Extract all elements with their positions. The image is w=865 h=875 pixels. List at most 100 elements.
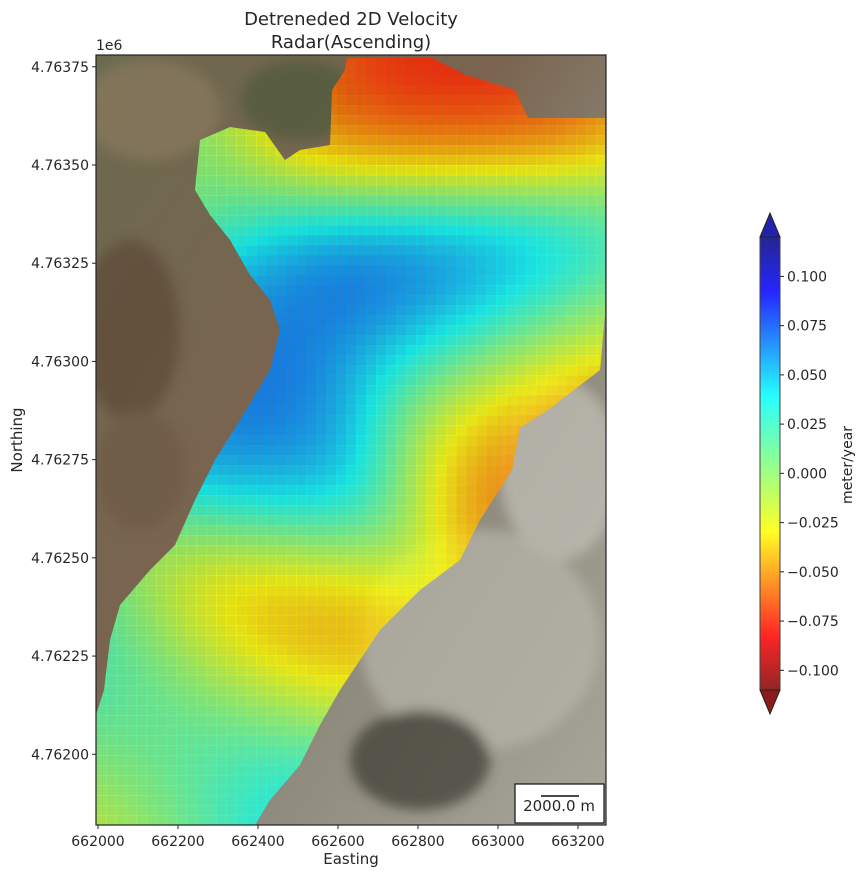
- heatmap-cell: [506, 315, 517, 326]
- heatmap-cell: [356, 345, 367, 356]
- heatmap-cell: [146, 775, 157, 786]
- heatmap-cell: [416, 115, 427, 126]
- heatmap-cell: [376, 205, 387, 216]
- heatmap-cell: [276, 485, 287, 496]
- heatmap-cell: [526, 175, 537, 186]
- heatmap-cell: [336, 395, 347, 406]
- heatmap-cell: [316, 705, 327, 716]
- heatmap-cell: [296, 145, 307, 156]
- heatmap-cell: [446, 325, 457, 336]
- heatmap-cell: [236, 605, 247, 616]
- heatmap-cell: [556, 355, 567, 366]
- heatmap-cell: [556, 135, 567, 146]
- heatmap-cell: [256, 235, 267, 246]
- heatmap-cell: [336, 165, 347, 176]
- heatmap-cell: [456, 145, 467, 156]
- heatmap-cell: [326, 255, 337, 266]
- heatmap-cell: [326, 225, 337, 236]
- colorbar-tick-label: 0.075: [787, 319, 827, 335]
- heatmap-cell: [286, 405, 297, 416]
- heatmap-cell: [336, 605, 347, 616]
- heatmap-cell: [226, 205, 237, 216]
- heatmap-cell: [246, 515, 257, 526]
- heatmap-cell: [486, 165, 497, 176]
- heatmap-cell: [526, 115, 537, 126]
- heatmap-cell: [156, 685, 167, 696]
- heatmap-cell: [546, 175, 557, 186]
- heatmap-cell: [486, 285, 497, 296]
- heatmap-cell: [286, 175, 297, 186]
- heatmap-cell: [196, 785, 207, 796]
- y-tick-label: 4.76300: [31, 354, 89, 370]
- heatmap-cell: [316, 375, 327, 386]
- heatmap-cell: [126, 735, 137, 746]
- heatmap-cell: [256, 565, 267, 576]
- heatmap-cell: [386, 185, 397, 196]
- heatmap-cell: [246, 205, 257, 216]
- heatmap-cell: [216, 505, 227, 516]
- heatmap-cell: [426, 515, 437, 526]
- heatmap-cell: [506, 235, 517, 246]
- heatmap-cell: [246, 615, 257, 626]
- heatmap-cell: [316, 495, 327, 506]
- heatmap-cell: [356, 565, 367, 576]
- heatmap-cell: [206, 195, 217, 206]
- heatmap-cell: [486, 225, 497, 236]
- heatmap-cell: [326, 435, 337, 446]
- heatmap-cell: [326, 205, 337, 216]
- heatmap-cell: [316, 185, 327, 196]
- heatmap-cell: [466, 525, 477, 536]
- heatmap-cell: [136, 585, 147, 596]
- heatmap-cell: [426, 225, 437, 236]
- heatmap-cell: [546, 275, 557, 286]
- heatmap-cell: [496, 425, 507, 436]
- heatmap-cell: [306, 625, 317, 636]
- heatmap-cell: [416, 335, 427, 346]
- heatmap-cell: [456, 325, 467, 336]
- heatmap-cell: [516, 195, 527, 206]
- heatmap-cell: [286, 225, 297, 236]
- heatmap-cell: [116, 635, 127, 646]
- heatmap-cell: [386, 595, 397, 606]
- heatmap-cell: [376, 525, 387, 536]
- heatmap-cell: [246, 225, 257, 236]
- heatmap-cell: [276, 345, 287, 356]
- heatmap-cell: [466, 305, 477, 316]
- heatmap-cell: [396, 345, 407, 356]
- heatmap-cell: [366, 75, 377, 86]
- heatmap-cell: [116, 715, 127, 726]
- heatmap-cell: [416, 475, 427, 486]
- heatmap-cell: [196, 515, 207, 526]
- heatmap-cell: [126, 635, 137, 646]
- heatmap-cell: [226, 445, 237, 456]
- heatmap-cell: [156, 555, 167, 566]
- heatmap-cell: [376, 425, 387, 436]
- heatmap-cell: [146, 575, 157, 586]
- heatmap-cell: [586, 165, 597, 176]
- heatmap-cell: [406, 525, 417, 536]
- heatmap-cell: [436, 455, 447, 466]
- heatmap-cell: [126, 645, 137, 656]
- heatmap-cell: [356, 265, 367, 276]
- heatmap-cell: [226, 595, 237, 606]
- heatmap-cell: [306, 605, 317, 616]
- heatmap-cell: [566, 385, 577, 396]
- heatmap-cell: [326, 125, 337, 136]
- heatmap-cell: [126, 785, 137, 796]
- heatmap-cell: [166, 745, 177, 756]
- heatmap-cell: [286, 395, 297, 406]
- heatmap-cell: [546, 205, 557, 216]
- heatmap-cell: [566, 375, 577, 386]
- heatmap-cell: [216, 185, 227, 196]
- heatmap-cell: [336, 125, 347, 136]
- heatmap-cell: [216, 805, 227, 816]
- heatmap-cell: [306, 235, 317, 246]
- heatmap-cell: [236, 225, 247, 236]
- heatmap-cell: [226, 215, 237, 226]
- heatmap-cell: [206, 725, 217, 736]
- heatmap-cell: [176, 785, 187, 796]
- heatmap-cell: [256, 485, 267, 496]
- heatmap-cell: [376, 255, 387, 266]
- heatmap-cell: [436, 525, 447, 536]
- heatmap-cell: [166, 695, 177, 706]
